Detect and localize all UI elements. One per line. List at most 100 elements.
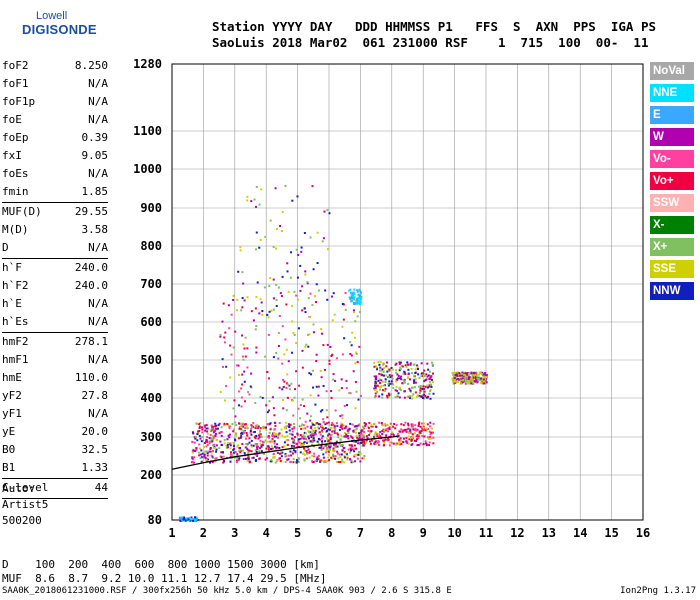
- echo-point: [246, 199, 249, 202]
- echo-point: [343, 427, 346, 430]
- echo-point: [212, 431, 215, 434]
- echo-point: [272, 278, 275, 281]
- echo-point: [432, 431, 435, 434]
- echo-point: [262, 453, 265, 456]
- echo-point: [270, 458, 273, 461]
- echo-point: [331, 430, 334, 433]
- param-row-foe: foE N/A: [2, 111, 108, 129]
- param-value: N/A: [88, 353, 108, 366]
- echo-point: [353, 450, 356, 453]
- echo-point: [286, 443, 289, 446]
- echo-point: [192, 458, 195, 461]
- echo-point: [326, 459, 329, 462]
- echo-point: [453, 380, 456, 383]
- echo-point: [294, 436, 297, 439]
- echo-point: [416, 444, 419, 447]
- echo-point: [427, 374, 430, 377]
- x-tick-label: 2: [200, 526, 207, 540]
- echo-point: [279, 292, 282, 295]
- echo-point: [298, 425, 301, 428]
- echo-point: [292, 438, 295, 441]
- echo-point: [204, 424, 207, 427]
- echo-point: [457, 373, 460, 376]
- echo-point: [259, 395, 262, 398]
- echo-point: [393, 422, 396, 425]
- echo-point: [264, 458, 267, 461]
- echo-point: [414, 386, 417, 389]
- echo-point: [407, 372, 410, 375]
- echo-point: [375, 388, 378, 391]
- echo-point: [344, 291, 347, 294]
- echo-point: [374, 392, 377, 395]
- echo-point: [259, 430, 262, 433]
- echo-point: [334, 455, 337, 458]
- echo-point: [281, 362, 284, 365]
- echo-point: [285, 303, 288, 306]
- echo-point: [407, 435, 410, 438]
- x-tick-label: 5: [294, 526, 301, 540]
- polarization-legend: NoVal NNE E W Vo- Vo+ SSW X- X+ SSE NNW: [650, 62, 694, 304]
- param-value: N/A: [88, 167, 108, 180]
- echo-point: [314, 295, 317, 298]
- echo-point: [483, 382, 486, 385]
- param-row-hf2: h`F2 240.0: [2, 277, 108, 295]
- echo-point: [484, 371, 487, 374]
- param-value: 3.58: [81, 223, 109, 236]
- echo-point: [242, 458, 245, 461]
- echo-point: [349, 434, 352, 437]
- echo-point: [277, 357, 280, 360]
- echo-point: [382, 362, 385, 365]
- echo-point: [428, 392, 431, 395]
- echo-point: [281, 275, 284, 278]
- echo-point: [428, 384, 431, 387]
- echo-point: [381, 374, 384, 377]
- echo-point: [281, 446, 284, 449]
- echo-point: [341, 443, 344, 446]
- echo-point: [228, 427, 231, 430]
- echo-point: [347, 431, 350, 434]
- echo-point: [392, 425, 395, 428]
- echo-point: [290, 460, 293, 463]
- param-row-hes: h`Es N/A: [2, 313, 108, 331]
- echo-point: [320, 328, 323, 331]
- echo-point: [320, 376, 323, 379]
- echo-point: [383, 390, 386, 393]
- echo-point: [342, 318, 345, 321]
- echo-point: [291, 451, 294, 454]
- echo-point: [378, 443, 381, 446]
- echo-point: [283, 426, 286, 429]
- echo-point: [340, 425, 343, 428]
- echo-point: [209, 434, 212, 437]
- y-tick-label: 1100: [133, 124, 162, 138]
- echo-point: [381, 389, 384, 392]
- echo-point: [361, 437, 364, 440]
- echo-point: [468, 376, 471, 379]
- echo-point: [358, 288, 361, 291]
- echo-point: [321, 426, 324, 429]
- echo-point: [386, 370, 389, 373]
- echo-point: [304, 311, 307, 314]
- echo-point: [268, 450, 271, 453]
- echo-point: [292, 427, 295, 430]
- echo-point: [247, 449, 250, 452]
- echo-point: [248, 449, 251, 452]
- echo-point: [225, 384, 228, 387]
- echo-point: [314, 427, 317, 430]
- legend-item-ssw: SSW: [650, 194, 694, 212]
- echo-point: [247, 452, 250, 455]
- echo-point: [196, 433, 199, 436]
- echo-point: [349, 288, 352, 291]
- echo-point: [255, 424, 258, 427]
- echo-point: [411, 394, 414, 397]
- echo-point: [356, 315, 359, 318]
- echo-point: [192, 518, 195, 521]
- echo-point: [341, 449, 344, 452]
- echo-point: [212, 435, 215, 438]
- echo-point: [423, 397, 426, 400]
- echo-point: [322, 453, 325, 456]
- echo-point: [241, 383, 244, 386]
- echo-point: [222, 455, 225, 458]
- echo-point: [193, 456, 196, 459]
- param-row-fmin: fmin 1.85: [2, 183, 108, 201]
- echo-point: [329, 449, 332, 452]
